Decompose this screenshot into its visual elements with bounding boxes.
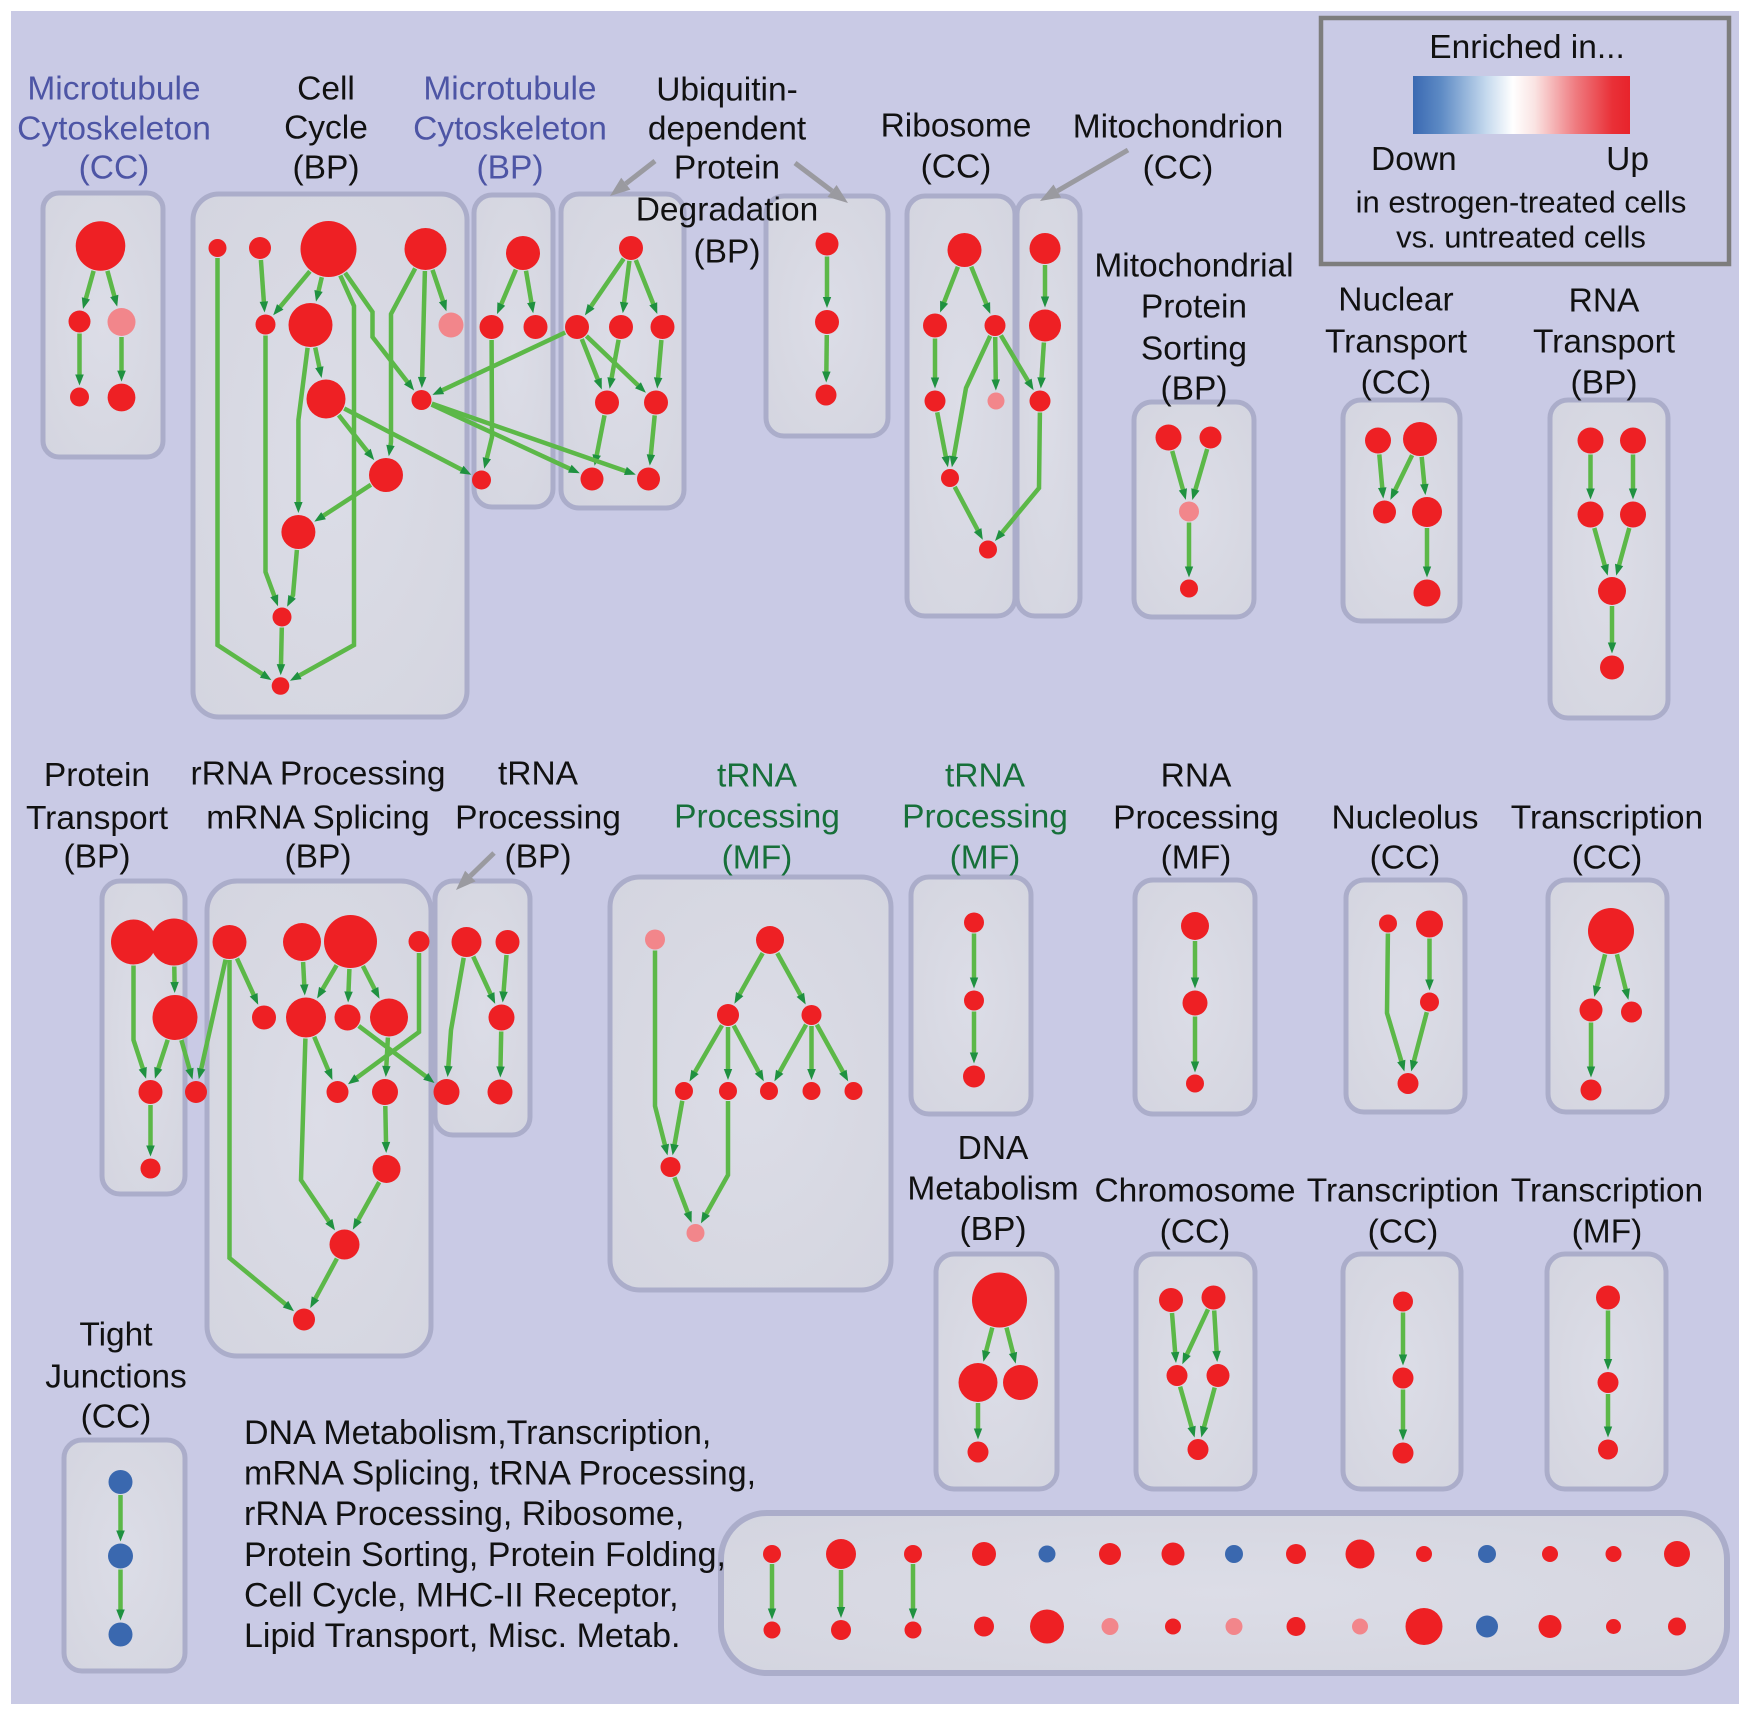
svg-text:(CC): (CC): [81, 1399, 152, 1436]
svg-text:DNA Metabolism,Transcription,: DNA Metabolism,Transcription,: [244, 1414, 711, 1452]
svg-text:Mitochondrial: Mitochondrial: [1094, 248, 1293, 285]
svg-text:(MF): (MF): [1572, 1214, 1643, 1251]
svg-text:(BP): (BP): [505, 839, 572, 876]
svg-text:in estrogen-treated cells: in estrogen-treated cells: [1356, 185, 1687, 220]
svg-text:Transport: Transport: [26, 800, 169, 837]
svg-text:(MF): (MF): [722, 840, 793, 877]
svg-text:dependent: dependent: [648, 111, 807, 148]
svg-text:Ribosome: Ribosome: [881, 108, 1032, 145]
svg-text:(BP): (BP): [1161, 371, 1228, 408]
svg-text:(BP): (BP): [64, 839, 131, 876]
svg-text:(CC): (CC): [1368, 1214, 1439, 1251]
svg-text:Protein: Protein: [1141, 289, 1247, 326]
svg-text:(CC): (CC): [1572, 840, 1643, 877]
svg-text:RNA: RNA: [1161, 758, 1232, 795]
svg-text:Enriched in...: Enriched in...: [1429, 29, 1625, 66]
svg-text:(BP): (BP): [293, 150, 360, 187]
svg-text:(CC): (CC): [1361, 365, 1432, 402]
svg-text:(BP): (BP): [694, 234, 761, 271]
svg-text:RNA: RNA: [1569, 283, 1640, 320]
svg-text:Protein Sorting, Protein Foldi: Protein Sorting, Protein Folding,: [244, 1536, 726, 1574]
svg-text:Nuclear: Nuclear: [1338, 282, 1453, 319]
svg-text:Ubiquitin-: Ubiquitin-: [656, 72, 798, 109]
svg-text:Chromosome: Chromosome: [1094, 1173, 1295, 1210]
svg-text:Transport: Transport: [1325, 324, 1468, 361]
svg-text:Protein: Protein: [674, 150, 780, 187]
svg-text:Sorting: Sorting: [1141, 331, 1247, 368]
svg-text:(MF): (MF): [950, 840, 1021, 877]
svg-text:Tight: Tight: [79, 1317, 153, 1354]
svg-text:Junctions: Junctions: [45, 1359, 187, 1396]
svg-text:Microtubule: Microtubule: [27, 71, 200, 108]
svg-text:Protein: Protein: [44, 757, 150, 794]
svg-text:tRNA: tRNA: [717, 758, 798, 795]
svg-text:Cytoskeleton: Cytoskeleton: [413, 111, 607, 148]
svg-text:Metabolism: Metabolism: [907, 1171, 1078, 1208]
svg-text:Cell: Cell: [297, 71, 355, 108]
svg-text:(BP): (BP): [285, 839, 352, 876]
svg-text:(MF): (MF): [1161, 840, 1232, 877]
svg-text:(CC): (CC): [1370, 840, 1441, 877]
svg-text:mRNA Splicing, tRNA Processing: mRNA Splicing, tRNA Processing,: [244, 1455, 756, 1493]
svg-text:(CC): (CC): [1160, 1214, 1231, 1251]
svg-text:Transport: Transport: [1533, 324, 1676, 361]
svg-text:Transcription: Transcription: [1511, 1173, 1703, 1210]
svg-text:Processing: Processing: [674, 799, 840, 836]
svg-text:Degradation: Degradation: [636, 192, 819, 229]
svg-text:(CC): (CC): [1143, 150, 1214, 187]
svg-text:Up: Up: [1606, 141, 1649, 178]
svg-text:Mitochondrion: Mitochondrion: [1073, 109, 1283, 146]
svg-text:Processing: Processing: [455, 800, 621, 837]
svg-text:Transcription: Transcription: [1511, 800, 1703, 837]
svg-text:Transcription: Transcription: [1307, 1173, 1499, 1210]
svg-text:(CC): (CC): [79, 150, 150, 187]
svg-text:tRNA: tRNA: [498, 756, 579, 793]
svg-text:Microtubule: Microtubule: [423, 71, 596, 108]
svg-text:tRNA: tRNA: [945, 758, 1026, 795]
svg-text:Lipid Transport, Misc. Metab.: Lipid Transport, Misc. Metab.: [244, 1617, 681, 1655]
svg-text:(BP): (BP): [477, 150, 544, 187]
svg-text:(BP): (BP): [1571, 365, 1638, 402]
svg-text:Cell Cycle, MHC-II Receptor,: Cell Cycle, MHC-II Receptor,: [244, 1576, 679, 1614]
svg-text:rRNA Processing, Ribosome,: rRNA Processing, Ribosome,: [244, 1495, 684, 1533]
svg-text:mRNA Splicing: mRNA Splicing: [206, 800, 429, 837]
svg-text:DNA: DNA: [958, 1130, 1029, 1167]
svg-text:Processing: Processing: [902, 799, 1068, 836]
svg-text:rRNA Processing: rRNA Processing: [190, 756, 445, 793]
svg-text:Processing: Processing: [1113, 800, 1279, 837]
svg-text:(BP): (BP): [960, 1211, 1027, 1248]
svg-text:(CC): (CC): [921, 149, 992, 186]
svg-text:Cytoskeleton: Cytoskeleton: [17, 111, 211, 148]
svg-text:vs. untreated cells: vs. untreated cells: [1396, 220, 1646, 255]
svg-text:Down: Down: [1371, 141, 1457, 178]
svg-text:Cycle: Cycle: [284, 110, 368, 147]
svg-text:Nucleolus: Nucleolus: [1331, 800, 1478, 837]
